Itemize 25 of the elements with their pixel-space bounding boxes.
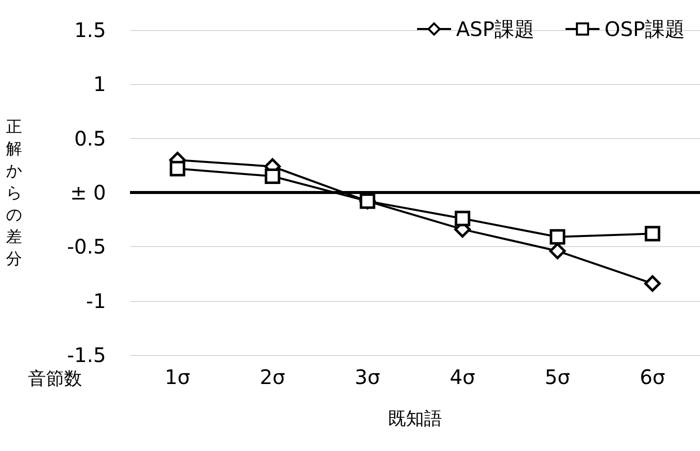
text: 音節数	[28, 368, 82, 390]
point	[550, 229, 566, 245]
point	[549, 242, 566, 260]
point	[644, 275, 661, 292]
x-tick-label: 6σ	[640, 365, 666, 389]
y-tick-label: -0.5	[66, 234, 106, 259]
point	[454, 210, 470, 226]
x-tick-label: 5σ	[544, 365, 571, 389]
y-tick-label: 1.5	[74, 18, 106, 42]
point	[264, 168, 280, 184]
x-tick-label: 4σ	[450, 365, 476, 389]
y-tick-label: 0.5	[74, 126, 106, 150]
legend-label: OSP課題	[604, 17, 685, 41]
y-tick-label: -1.5	[66, 343, 106, 367]
y-axis-title: 正解からの差分	[6, 117, 22, 268]
point	[644, 226, 660, 242]
y-tick-label: -1	[86, 288, 106, 313]
y-tick-label: ± 0	[70, 180, 106, 204]
point	[170, 160, 186, 176]
x-tick-label: 2σ	[260, 365, 286, 389]
legend-label: ASP課題	[456, 17, 534, 41]
y-tick-label: 1	[93, 72, 106, 96]
x-tick-label: 3σ	[354, 365, 381, 389]
x-axis-title: 既知語	[388, 408, 442, 430]
x-tick-label: 1σ	[164, 365, 191, 389]
